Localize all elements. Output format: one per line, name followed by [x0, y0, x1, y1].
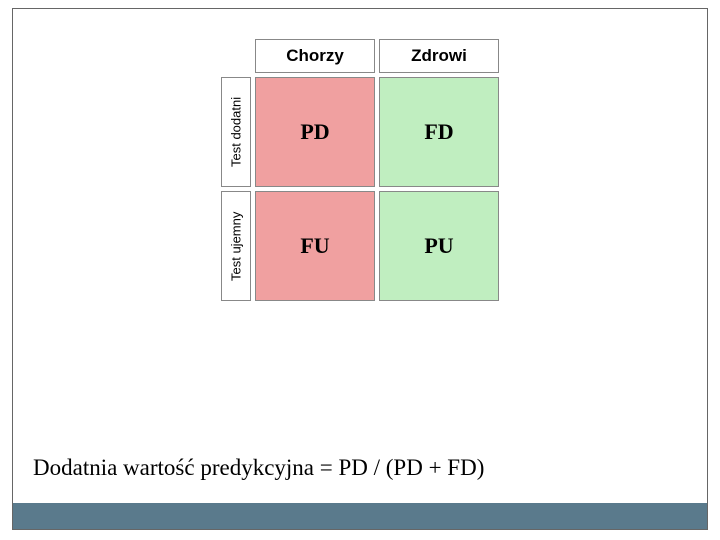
- row-header-test-dodatni: Test dodatni: [221, 77, 251, 187]
- cell-pu: PU: [379, 191, 499, 301]
- bottom-band: [13, 503, 707, 529]
- col-header-chorzy: Chorzy: [255, 39, 375, 73]
- cell-pd: PD: [255, 77, 375, 187]
- cell-fu: FU: [255, 191, 375, 301]
- row-header-test-ujemny: Test ujemny: [221, 191, 251, 301]
- col-header-zdrowi: Zdrowi: [379, 39, 499, 73]
- cell-fd: FD: [379, 77, 499, 187]
- matrix-corner: [221, 39, 251, 73]
- slide-frame: Chorzy Zdrowi Test dodatni PD FD Test uj…: [12, 8, 708, 530]
- confusion-matrix: Chorzy Zdrowi Test dodatni PD FD Test uj…: [221, 39, 499, 301]
- formula-text: Dodatnia wartość predykcyjna = PD / (PD …: [33, 455, 484, 481]
